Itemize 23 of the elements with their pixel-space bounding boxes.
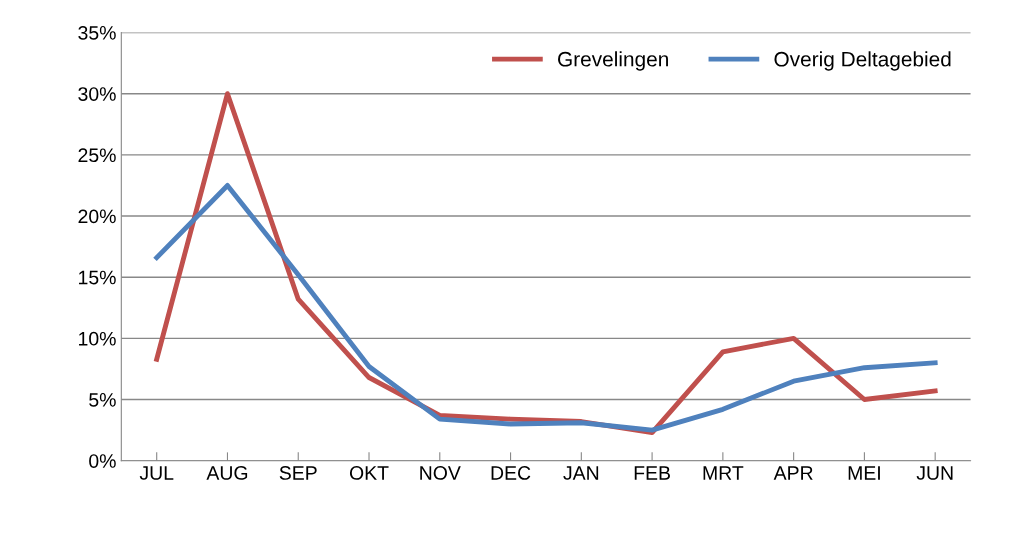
x-tick-label: NOV [420,466,461,480]
x-tick-label: MRT [703,466,744,480]
x-tick-label: JUL [139,466,174,480]
x-tick-label: OKT [349,466,389,480]
line-series [154,183,938,433]
y-tick-label: 15% [79,270,116,285]
x-tick-label: APR [773,466,813,480]
y-tick-label: 0% [89,454,116,468]
y-tick-label: 20% [78,209,116,224]
y-tick-label: 35% [78,25,116,40]
y-tick-label: 5% [89,393,116,407]
x-tick-label: SEP [279,466,317,480]
x-tick-label: FEB [634,466,670,480]
x-tick-label: JUN [916,466,953,480]
x-tick-label: AUG [206,466,248,480]
x-tick-label: DEC [491,466,531,480]
legend-label: Grevelingen [558,51,668,71]
x-tick-label: MEI [848,466,880,480]
legend-label: Overig Deltagebied [774,51,951,71]
y-tick-label: 25% [78,148,116,163]
y-tick-label: 10% [79,331,116,346]
y-tick-label: 30% [78,87,116,101]
x-tick-label: JAN [563,466,599,480]
